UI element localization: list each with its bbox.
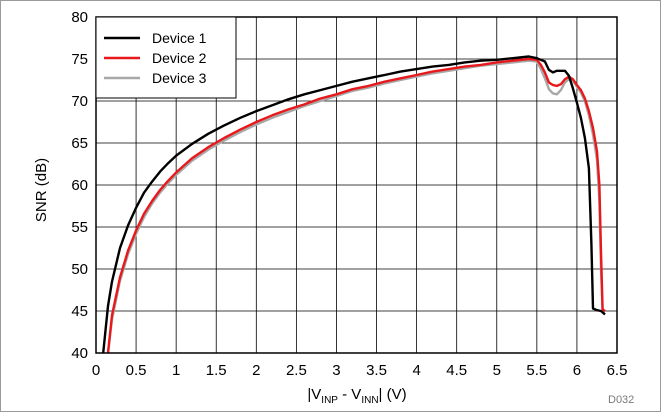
series-lines (102, 55, 606, 354)
legend-label-device-1: Device 1 (152, 30, 207, 46)
x-tick-label: 1.5 (206, 362, 227, 379)
y-tick-label: 80 (71, 9, 88, 26)
figure-code-label: D032 (608, 394, 634, 406)
x-tick-label: 0.5 (126, 362, 147, 379)
legend-label-device-2: Device 2 (152, 50, 207, 66)
series-line-device-2 (106, 57, 606, 354)
x-tick-label: 4 (412, 362, 420, 379)
x-tick-label: 6.5 (607, 362, 628, 379)
y-tick-label: 70 (71, 93, 88, 110)
y-tick-label: 40 (71, 345, 88, 362)
y-tick-label: 60 (71, 177, 88, 194)
x-tick-label: 5.5 (526, 362, 547, 379)
y-tick-label: 65 (71, 135, 88, 152)
tick-labels: 0 0.5 1 1.5 2 2.5 3 3.5 4 4.5 5 5.5 6 6.5 40 45 50 55 60 65… (71, 9, 627, 379)
x-tick-label: 1 (172, 362, 180, 379)
plot-border (95, 16, 618, 354)
x-tick-label: 6 (573, 362, 581, 379)
x-tick-label: 5 (493, 362, 501, 379)
y-tick-label: 75 (71, 51, 88, 68)
x-tick-label: 2 (252, 362, 260, 379)
y-axis-title: SNR (dB) (33, 158, 50, 222)
legend: Device 1 Device 2 Device 3 (95, 16, 237, 99)
grid-lines (96, 17, 617, 353)
x-tick-label: 3 (332, 362, 340, 379)
series-line-device-1 (102, 55, 606, 354)
x-tick-label: 0 (92, 362, 100, 379)
y-tick-label: 50 (71, 261, 88, 278)
series-line-device-3 (106, 59, 606, 354)
y-tick-label: 45 (71, 303, 88, 320)
x-tick-label: 3.5 (366, 362, 387, 379)
legend-label-device-3: Device 3 (152, 70, 207, 86)
x-tick-label: 4.5 (446, 362, 467, 379)
x-axis-title: |VINP - VINN| (V) (307, 386, 406, 406)
x-tick-label: 2.5 (286, 362, 307, 379)
y-tick-label: 55 (71, 219, 88, 236)
